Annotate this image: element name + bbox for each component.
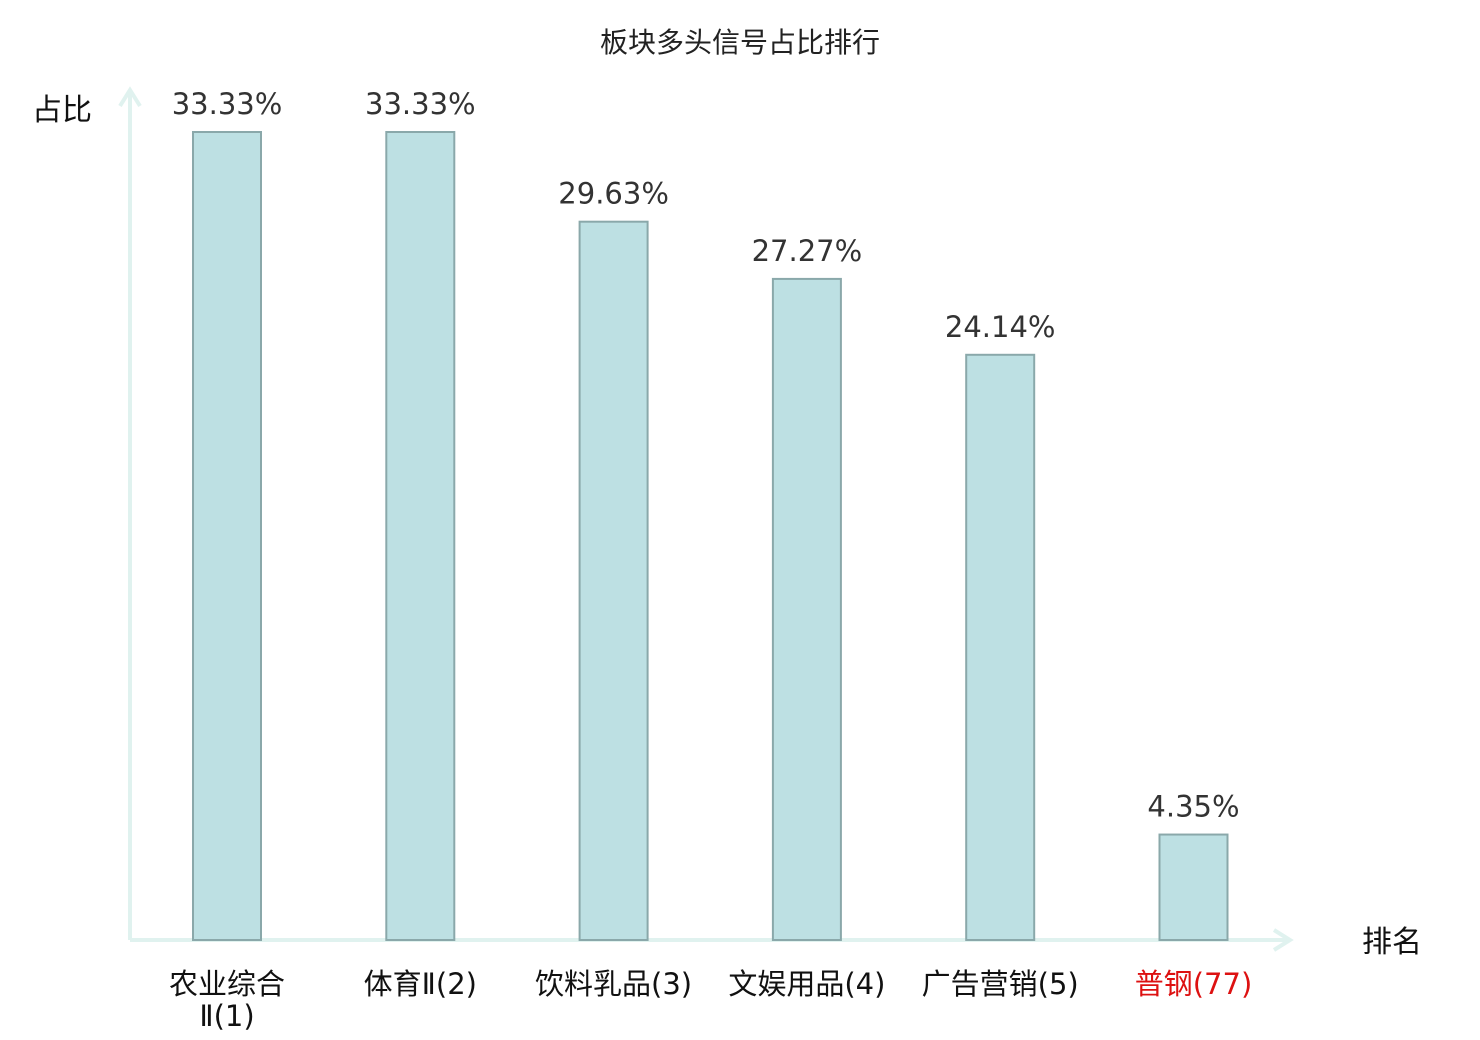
category-label-6: 普钢(77) (1135, 967, 1253, 1001)
bar-1 (192, 131, 262, 941)
value-label-2: 33.33% (365, 87, 476, 121)
category-label-1: 农业综合 (169, 967, 285, 1001)
x-axis-arrow-icon (1272, 928, 1294, 952)
bar-5 (965, 353, 1036, 941)
value-label-6: 4.35% (1147, 790, 1239, 824)
axes (118, 86, 1294, 952)
value-label-1: 33.33% (172, 87, 283, 121)
y-axis-label: 占比 (32, 93, 92, 128)
value-label-4: 27.27% (752, 234, 863, 268)
bars-group (192, 131, 1229, 942)
category-label-4: 文娱用品(4) (728, 967, 885, 1001)
value-label-3: 29.63% (558, 177, 669, 211)
category-label-5: 广告营销(5) (922, 967, 1079, 1001)
chart-title: 板块多头信号占比排行 (600, 26, 880, 59)
value-labels-group: 33.33% 33.33% 29.63% 27.27% 24.14% 4.35% (172, 87, 1240, 824)
value-label-5: 24.14% (945, 310, 1056, 344)
category-rank-1: Ⅱ(1) (199, 999, 254, 1033)
bar-2 (385, 131, 456, 941)
y-axis-arrow-icon (118, 86, 142, 108)
bar-4 (771, 277, 842, 941)
x-axis-label: 排名 (1362, 925, 1422, 960)
bar-3 (578, 220, 649, 942)
category-label-3: 饮料乳品(3) (535, 967, 692, 1001)
bar-6 (1158, 833, 1229, 942)
category-label-2: 体育Ⅱ(2) (364, 967, 477, 1001)
